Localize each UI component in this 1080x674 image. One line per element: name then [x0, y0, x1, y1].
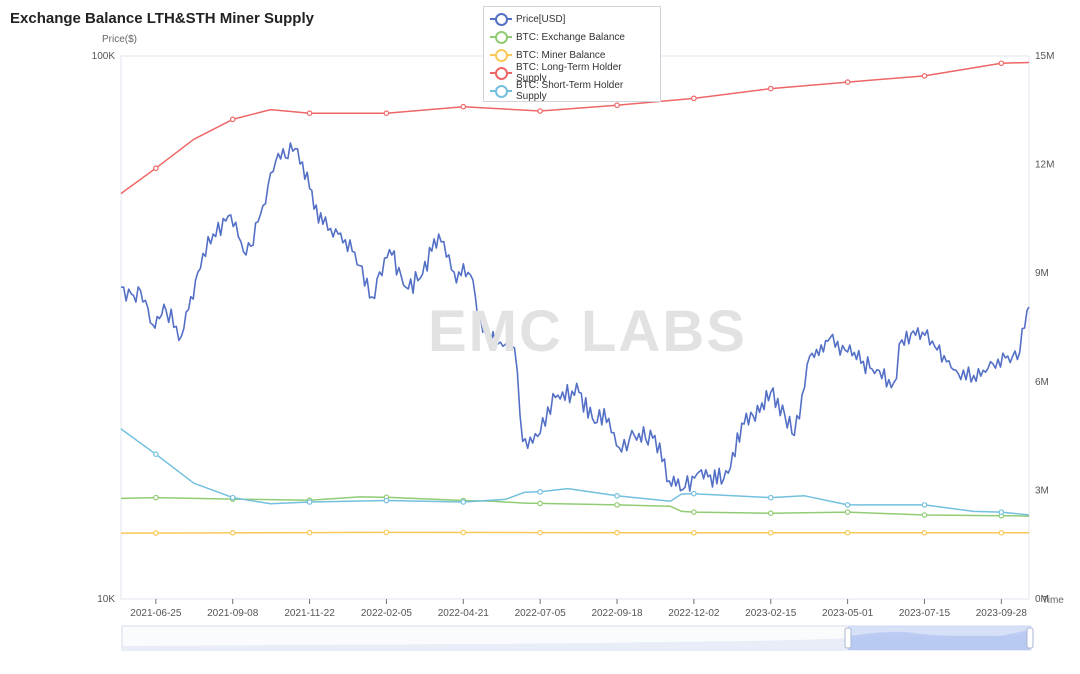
right-tick-label: 6M [1035, 377, 1049, 388]
series-point-sth [153, 451, 159, 458]
x-tick-label: 2021-06-25 [130, 608, 182, 619]
left-tick-label: 10K [97, 594, 115, 605]
series-point-miner [383, 529, 390, 536]
series-point-miner [691, 529, 697, 536]
series-point-miner [537, 529, 543, 536]
legend-swatch-sth [490, 85, 512, 98]
right-tick-label: 9M [1035, 268, 1049, 279]
zoom-selection-area [848, 630, 1030, 650]
legend-swatch-miner [490, 49, 512, 62]
series-point-miner [460, 529, 467, 536]
series-line-miner [120, 531, 1029, 534]
series-line-lth [120, 61, 1030, 195]
right-tick-label: 12M [1035, 160, 1054, 171]
x-tick-label: 2023-09-28 [976, 608, 1028, 619]
series-point-lth [921, 73, 928, 79]
legend-item-sth-supply[interactable]: BTC: Short-Term Holder Supply [490, 80, 654, 102]
series-point-sth [691, 490, 697, 497]
series-point-sth [460, 499, 467, 505]
series-point-sth [383, 497, 390, 504]
series-point-sth [537, 489, 543, 495]
series-line-sth [120, 428, 1030, 516]
series-line-price [120, 142, 1030, 492]
series-point-sth [229, 494, 236, 501]
x-axis-name: Time [1042, 595, 1064, 606]
right-tick-label: 0M [1035, 594, 1049, 605]
x-tick-label: 2022-09-18 [591, 608, 643, 619]
x-tick-label: 2023-02-15 [745, 608, 797, 619]
series-point-sth [844, 502, 851, 508]
data-zoom-slider[interactable] [121, 625, 1034, 651]
x-tick-label: 2021-11-22 [284, 608, 335, 619]
series-point-exchange [921, 512, 928, 518]
watermark: EMC LABS [428, 299, 747, 364]
series-point-lth [153, 165, 159, 172]
series-point-lth [998, 60, 1005, 67]
series-point-lth [691, 95, 697, 102]
series-point-lth [537, 108, 543, 114]
legend-swatch-exchange [490, 31, 512, 44]
legend-swatch-lth [490, 67, 512, 80]
series-point-miner [767, 529, 774, 536]
series-point-exchange [691, 509, 697, 515]
series-point-sth [614, 493, 620, 499]
legend-item-price[interactable]: Price[USD] [490, 10, 654, 28]
series-point-sth [767, 494, 774, 501]
legend-label-sth-supply: BTC: Short-Term Holder Supply [516, 80, 624, 102]
right-tick-label: 3M [1035, 485, 1049, 496]
series-point-miner [844, 529, 851, 536]
x-tick-label: 2023-05-01 [822, 608, 874, 619]
series-line-exchange [120, 496, 1030, 517]
series-point-miner [306, 529, 313, 536]
legend-label-price: Price[USD] [516, 13, 566, 25]
x-tick-label: 2022-12-02 [668, 608, 720, 619]
series-point-exchange [614, 502, 620, 508]
legend-item-exchange-balance[interactable]: BTC: Exchange Balance [490, 28, 654, 46]
series-point-lth [844, 79, 851, 85]
x-tick-label: 2021-09-08 [207, 608, 259, 619]
x-tick-label: 2022-07-05 [515, 608, 567, 619]
legend-label-lth-supply: BTC: Long-Term Holder Supply [516, 62, 622, 84]
legend-label-exchange-balance: BTC: Exchange Balance [516, 31, 625, 43]
x-tick-label: 2023-07-15 [899, 608, 951, 619]
series-point-lth [614, 102, 620, 109]
legend-item-miner-balance[interactable]: BTC: Miner Balance [490, 46, 654, 64]
axis-ticks: 2021-06-25 2021-09-08 2021-11-22 2022-02-05… [92, 51, 1055, 619]
series-point-lth [306, 110, 313, 116]
zoom-handle-left[interactable] [844, 627, 852, 649]
x-tick-label: 2022-02-05 [361, 608, 413, 619]
series-point-exchange [767, 510, 774, 517]
legend: Price[USD] BTC: Exchange Balance BTC: Mi… [483, 6, 661, 102]
series-point-miner [921, 529, 928, 536]
series-layer [120, 60, 1030, 536]
zoom-handle-right[interactable] [1026, 627, 1034, 649]
legend-item-lth-supply[interactable]: BTC: Long-Term Holder Supply [490, 62, 654, 84]
left-tick-label: 100K [92, 51, 116, 62]
series-point-miner [614, 529, 620, 536]
series-point-miner [998, 529, 1005, 536]
chart-title: Exchange Balance LTH&STH Miner Supply [10, 10, 314, 27]
series-point-sth [306, 499, 313, 505]
zoom-overview-area [122, 636, 1030, 650]
series-point-lth [767, 85, 774, 92]
legend-swatch-price [490, 13, 512, 26]
series-point-lth [229, 116, 236, 123]
x-tick-label: 2022-04-21 [438, 608, 490, 619]
series-point-exchange [153, 494, 159, 501]
series-point-lth [383, 110, 390, 116]
left-axis-name: Price($) [102, 34, 137, 45]
series-point-sth [998, 509, 1005, 515]
series-point-sth [921, 502, 928, 508]
series-point-miner [229, 530, 236, 536]
series-point-exchange [537, 500, 543, 507]
legend-label-miner-balance: BTC: Miner Balance [516, 49, 606, 61]
right-tick-label: 15M [1035, 51, 1054, 62]
series-point-exchange [844, 509, 851, 515]
series-point-miner [153, 530, 159, 536]
series-point-lth [460, 103, 467, 110]
